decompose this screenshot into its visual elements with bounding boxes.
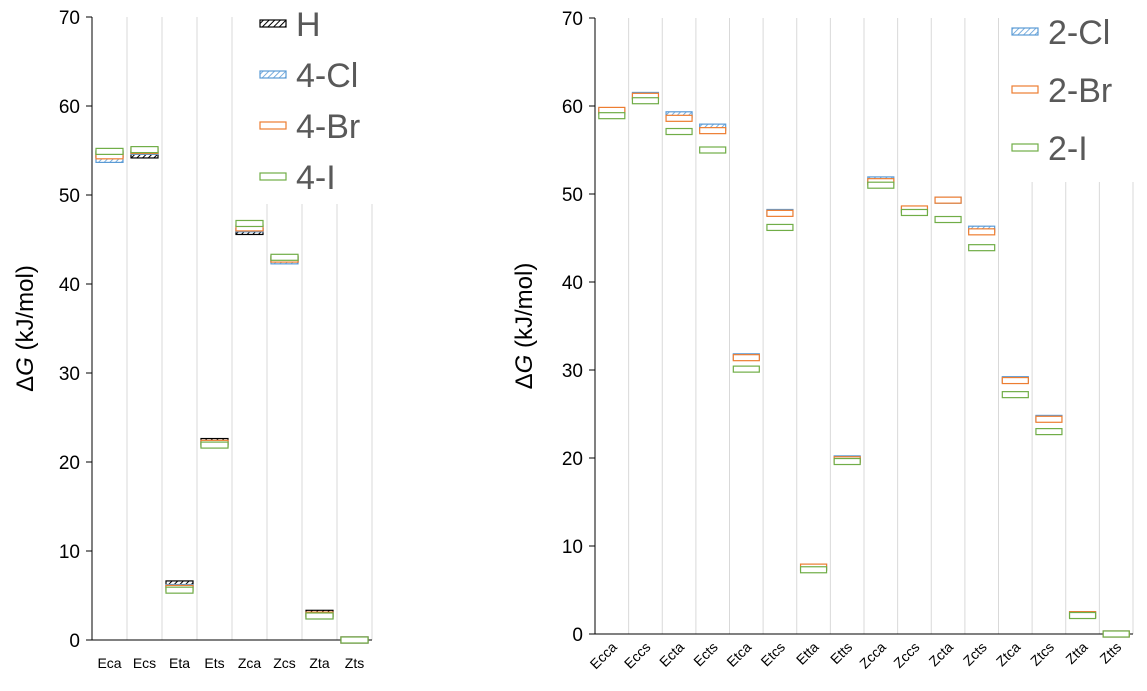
bar-mark	[900, 208, 929, 217]
legend-label: 4-Br	[296, 108, 360, 146]
x-tick-label: Ztca	[993, 639, 1024, 670]
y-tick-label: 20	[562, 449, 583, 470]
x-tick-label: Ztts	[1096, 639, 1124, 667]
bar-mark	[165, 586, 194, 594]
x-tick-label: Ects	[690, 639, 721, 670]
x-tick-label: Zcca	[856, 639, 889, 672]
bar-mark	[867, 181, 895, 189]
bar-mark	[799, 566, 828, 574]
x-tick-label: Zca	[238, 655, 262, 671]
x-tick-label: Etta	[793, 639, 822, 668]
legend-swatch	[259, 121, 287, 130]
x-tick-label: Zcts	[960, 639, 990, 669]
legend-background	[1006, 8, 1139, 182]
bar-mark	[270, 253, 299, 261]
y-tick-label: 10	[59, 542, 80, 563]
y-axis-label: ΔG (kJ/mol)	[511, 263, 538, 390]
bar-mark	[766, 209, 794, 217]
legend-swatch	[1011, 143, 1039, 152]
bar-mark	[598, 112, 626, 120]
x-tick-label: Zcta	[926, 639, 957, 670]
x-tick-label: Eca	[97, 655, 121, 671]
legend-swatch	[259, 172, 287, 181]
bar-mark	[1035, 428, 1063, 436]
bar-mark	[732, 365, 760, 373]
bar-mark	[1102, 630, 1130, 638]
x-tick-label: Zts	[345, 655, 364, 671]
y-tick-label: 20	[59, 453, 80, 474]
legend-label: 2-I	[1048, 130, 1088, 168]
y-axis-label-unit: (kJ/mol)	[12, 265, 39, 357]
legend-swatch	[1011, 85, 1039, 94]
bar-mark	[968, 228, 996, 236]
legend-label: H	[296, 6, 321, 44]
x-tick-label: Etcs	[757, 639, 788, 670]
y-axis-label: ΔG (kJ/mol)	[12, 265, 39, 392]
y-tick-label: 60	[562, 97, 583, 118]
y-tick-label: 10	[562, 537, 583, 558]
legend-label: 4-Cl	[296, 57, 358, 95]
bar-mark	[1001, 376, 1029, 385]
bar-mark	[732, 354, 760, 362]
x-tick-label: Zcs	[273, 655, 296, 671]
x-tick-label: Etts	[827, 639, 855, 667]
y-tick-label: 60	[59, 97, 80, 118]
bar-mark	[968, 244, 996, 252]
bar-mark	[1001, 391, 1029, 399]
bar-mark	[235, 219, 264, 228]
bar-mark	[200, 441, 229, 449]
x-tick-label: Eta	[169, 655, 190, 671]
bar-mark	[766, 223, 794, 232]
legend-label: 2-Cl	[1048, 14, 1110, 52]
y-axis-label-delta: Δ	[12, 376, 39, 392]
y-tick-label: 40	[562, 273, 583, 294]
legend-swatch	[1011, 27, 1039, 36]
legend-swatch	[259, 70, 287, 79]
y-tick-label: 30	[59, 364, 80, 385]
x-tick-label: Zta	[309, 655, 329, 671]
x-tick-label: Ztcs	[1027, 639, 1057, 669]
legend-background	[254, 0, 378, 204]
x-tick-label: Ecs	[133, 655, 156, 671]
bar-mark	[95, 147, 124, 155]
legend-label: 4-I	[296, 159, 336, 197]
bar-mark	[305, 612, 334, 620]
bar-mark	[1035, 415, 1063, 423]
y-axis-label-variable: G	[511, 355, 538, 374]
bar-mark	[130, 146, 159, 154]
x-tick-label: Eccs	[621, 639, 654, 672]
chart-panel-left: 0 10 20 30 40 50 60 70 Eca Ecs Eta Ets Zca Zcs Zta Zts Δ…	[12, 0, 378, 671]
y-axis-label-variable: G	[12, 357, 39, 376]
y-tick-label: 30	[562, 361, 583, 382]
bar-mark	[699, 146, 727, 154]
y-tick-label: 50	[59, 186, 80, 207]
bar-mark	[699, 127, 727, 135]
y-tick-label: 70	[562, 9, 583, 30]
legend-swatch	[259, 19, 287, 28]
bar-mark	[631, 97, 660, 105]
bar-mark	[1068, 611, 1097, 620]
x-tick-label: Ecta	[656, 639, 687, 670]
y-tick-label: 0	[69, 631, 80, 652]
bar-mark	[934, 196, 962, 204]
x-tick-label: Ztta	[1062, 639, 1091, 668]
x-tick-label: Ets	[204, 655, 224, 671]
y-tick-label: 70	[59, 8, 80, 29]
bar-mark	[833, 457, 861, 466]
x-tick-label: Ecca	[587, 639, 620, 672]
bar-mark	[665, 127, 693, 136]
bar-mark	[934, 215, 962, 224]
y-tick-label: 40	[59, 275, 80, 296]
x-tick-label: Etca	[723, 639, 754, 670]
y-tick-label: 0	[572, 625, 583, 646]
y-tick-label: 50	[562, 185, 583, 206]
bar-mark	[340, 636, 369, 644]
legend-label: 2-Br	[1048, 72, 1112, 110]
bar-mark	[665, 114, 693, 122]
y-axis-label-delta: Δ	[511, 373, 538, 389]
x-tick-label: Zccs	[890, 639, 922, 671]
y-axis-label-unit: (kJ/mol)	[511, 263, 538, 355]
